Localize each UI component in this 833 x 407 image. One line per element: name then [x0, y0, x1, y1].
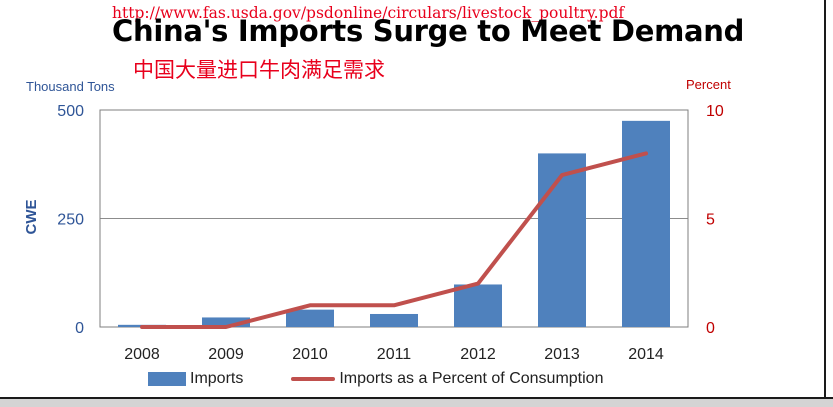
right-axis-unit-label: Percent: [686, 77, 731, 92]
bar-imports-2009: [202, 317, 250, 327]
bar-imports-2011: [370, 313, 418, 327]
right-axis-ticks: 0 5 10: [706, 103, 724, 337]
line-series-percent: [140, 151, 648, 329]
x-tick-label: 2013: [544, 346, 580, 363]
x-tick-label: 2012: [460, 346, 496, 363]
gridlines: [100, 109, 688, 328]
legend-label-percent: Imports as a Percent of Consumption: [339, 370, 604, 387]
chart-subtitle-chinese: 中国大量进口牛肉满足需求: [133, 58, 385, 82]
bar-imports-2010: [286, 309, 334, 327]
legend-label-imports: Imports: [190, 370, 244, 387]
x-tick-label: 2014: [628, 346, 664, 363]
x-tick-label: 2010: [292, 346, 328, 363]
window-frame-bottom: [0, 397, 833, 407]
legend: Imports Imports as a Percent of Consumpt…: [148, 368, 651, 390]
legend-swatch-line: [291, 377, 336, 381]
x-axis-ticks: 2008 2009 2010 2011 2012 2013 2014: [124, 346, 664, 363]
x-tick-label: 2008: [124, 346, 160, 363]
right-tick-label: 5: [706, 212, 715, 229]
legend-item-imports: Imports: [148, 370, 243, 388]
x-tick-label: 2011: [377, 346, 412, 363]
source-url[interactable]: http://www.fas.usda.gov/psdonline/circul…: [112, 4, 625, 22]
bar-imports-2013: [538, 153, 586, 327]
left-tick-label: 250: [57, 212, 84, 229]
bar-series-imports: [118, 120, 670, 327]
window-frame-right: [824, 0, 826, 397]
bar-imports-2012: [454, 284, 502, 327]
legend-swatch-bar: [148, 372, 186, 386]
left-axis-ticks: 0 250 500: [57, 103, 84, 337]
legend-item-percent: Imports as a Percent of Consumption: [291, 370, 603, 388]
right-tick-label: 10: [706, 103, 724, 120]
line-percent-of-consumption: [140, 151, 648, 329]
left-axis-title: CWE: [23, 200, 40, 235]
right-tick-label: 0: [706, 320, 715, 337]
left-tick-label: 0: [75, 320, 84, 337]
chart-title: China's Imports Surge to Meet Demand: [112, 14, 745, 48]
left-axis-unit-label: Thousand Tons: [26, 79, 115, 94]
left-tick-label: 500: [57, 103, 84, 120]
x-tick-label: 2009: [208, 346, 244, 363]
